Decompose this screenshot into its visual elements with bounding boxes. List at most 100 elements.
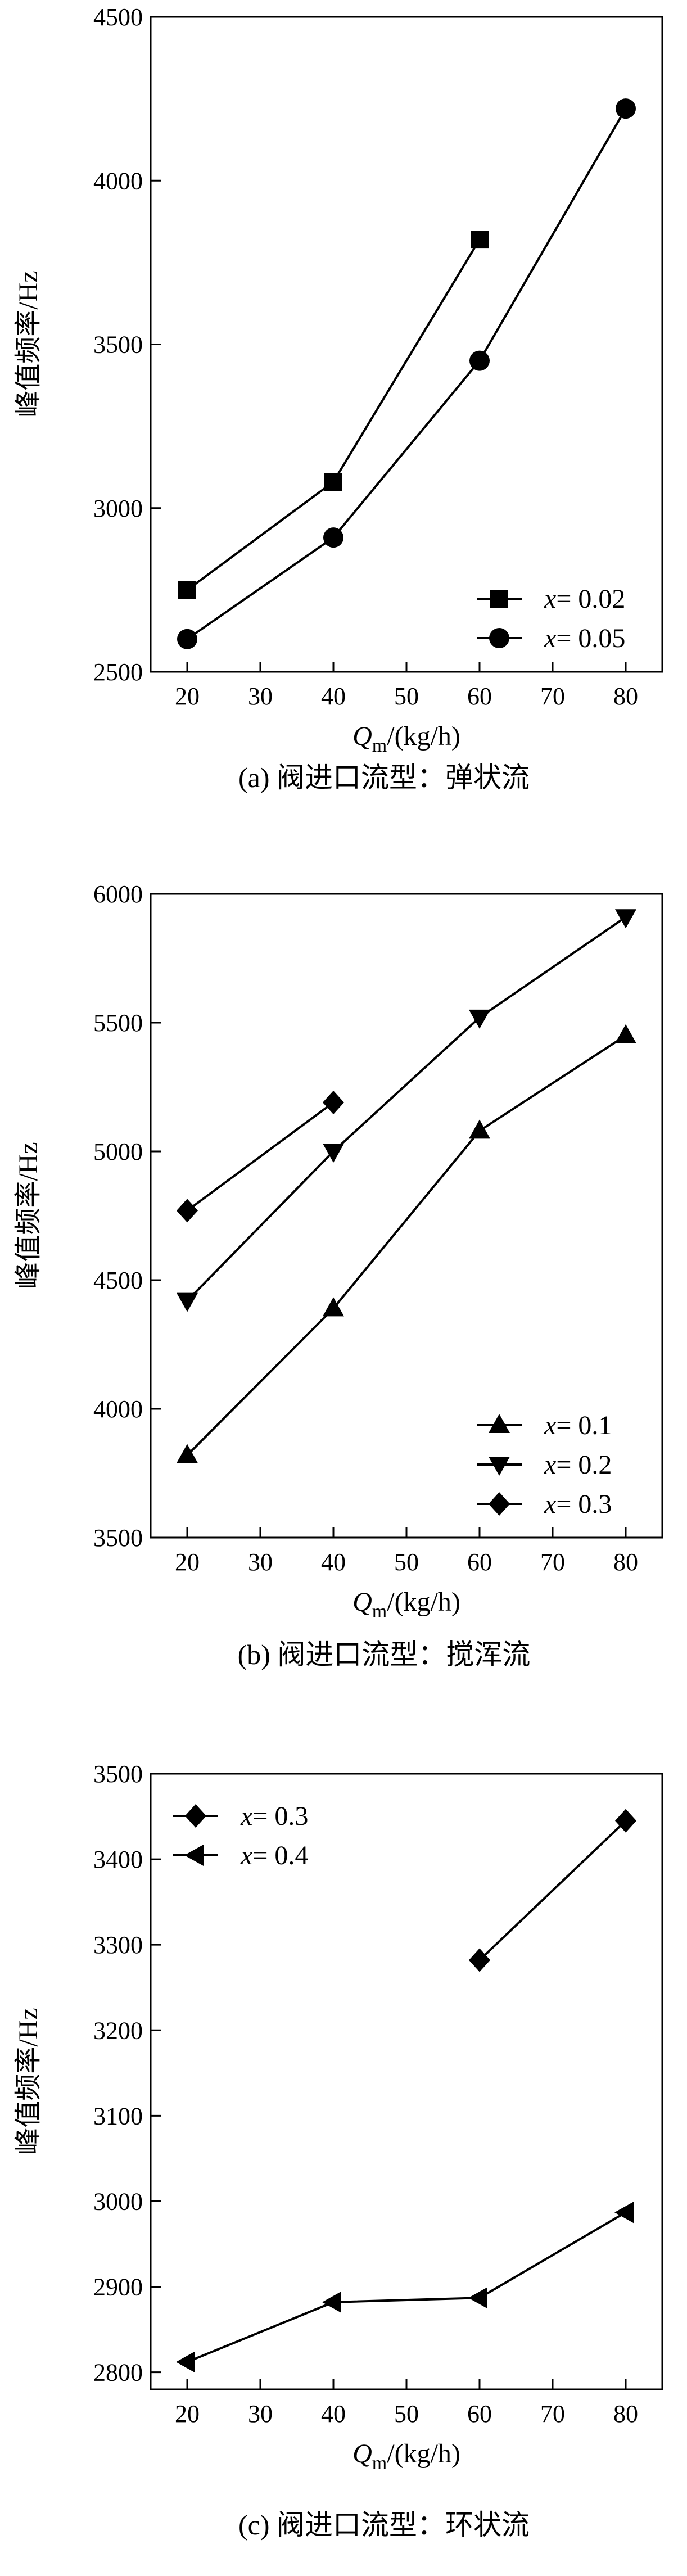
x-tick-label: 70 bbox=[540, 2400, 565, 2428]
x-tick-label: 80 bbox=[613, 1548, 638, 1576]
x-tick-label: 70 bbox=[540, 683, 565, 710]
data-point-2-1 bbox=[323, 1090, 344, 1114]
data-point-0-1 bbox=[324, 473, 342, 491]
legend-label-1: x= 0.05 bbox=[544, 623, 625, 653]
y-tick-label: 3500 bbox=[93, 1760, 143, 1788]
data-point-1-2 bbox=[468, 2287, 487, 2309]
legend-marker-0 bbox=[185, 1804, 206, 1828]
x-tick-label: 30 bbox=[248, 2400, 273, 2428]
legend-label-0: x= 0.02 bbox=[544, 584, 625, 614]
data-point-0-1 bbox=[615, 1809, 636, 1833]
data-point-0-2 bbox=[471, 231, 489, 249]
x-tick-label: 50 bbox=[394, 1548, 419, 1576]
data-point-0-0 bbox=[178, 581, 196, 599]
data-point-1-1 bbox=[323, 527, 344, 548]
legend-marker-1 bbox=[184, 1845, 204, 1866]
chart-panel-c: 20 30 40 50 60 70 80 2800 2900 3000 3100 3200 3300 34… bbox=[13, 1760, 663, 2541]
data-point-1-1 bbox=[323, 1144, 344, 1163]
data-point-0-0 bbox=[469, 1948, 490, 1972]
data-point-1-3 bbox=[614, 2202, 634, 2224]
figure-caption: (c) 阀进口流型：环状流 bbox=[238, 2509, 530, 2541]
legend-marker-2 bbox=[489, 1492, 510, 1516]
x-tick-label: 60 bbox=[467, 683, 492, 710]
legend-marker-1 bbox=[489, 1457, 510, 1476]
chart-panel-b: 20 30 40 50 60 70 80 3500 4000 4500 5000 5500 6000 Qm… bbox=[13, 880, 663, 1670]
x-tick-label: 60 bbox=[467, 1548, 492, 1576]
data-point-1-0 bbox=[176, 2351, 195, 2373]
y-axis-label: 峰值频率/Hz bbox=[13, 270, 43, 417]
x-tick-label: 50 bbox=[394, 2400, 419, 2428]
y-tick-label: 2900 bbox=[93, 2274, 143, 2301]
legend-label-1: x= 0.4 bbox=[240, 1841, 308, 1870]
y-tick-label: 5000 bbox=[93, 1138, 143, 1165]
data-point-1-3 bbox=[616, 98, 636, 119]
legend-marker-0 bbox=[489, 1414, 510, 1433]
y-tick-label: 5500 bbox=[93, 1009, 143, 1037]
data-point-1-0 bbox=[177, 1292, 198, 1312]
x-tick-label: 20 bbox=[175, 2400, 200, 2428]
x-tick-label: 30 bbox=[248, 683, 273, 710]
data-point-2-0 bbox=[177, 1199, 198, 1223]
data-point-1-2 bbox=[469, 350, 490, 371]
x-tick-label: 80 bbox=[613, 683, 638, 710]
chart-panel-a: 20 30 40 50 60 70 80 2500 3000 3500 4000 4500 Qm/(kg… bbox=[13, 3, 663, 793]
x-axis-label: Qm/(kg/h) bbox=[352, 721, 460, 756]
legend-marker-1 bbox=[489, 628, 509, 648]
series-line-2 bbox=[186, 1101, 335, 1212]
y-tick-label: 3500 bbox=[93, 331, 143, 359]
y-tick-label: 4000 bbox=[93, 167, 143, 195]
x-tick-label: 20 bbox=[175, 683, 200, 710]
legend-marker-0 bbox=[490, 590, 508, 608]
legend-label-0: x= 0.3 bbox=[240, 1801, 308, 1831]
y-tick-label: 3100 bbox=[93, 2102, 143, 2130]
x-tick-label: 40 bbox=[321, 1548, 346, 1576]
x-tick-label: 80 bbox=[613, 2400, 638, 2428]
x-axis-label: Qm/(kg/h) bbox=[352, 1587, 460, 1622]
legend-label-2: x= 0.3 bbox=[544, 1489, 612, 1519]
legend-label-1: x= 0.2 bbox=[544, 1450, 612, 1480]
x-tick-label: 30 bbox=[248, 1548, 273, 1576]
series-line-0 bbox=[478, 1820, 627, 1961]
y-tick-label: 4500 bbox=[93, 3, 143, 31]
series-line-0 bbox=[186, 1034, 627, 1456]
x-tick-label: 50 bbox=[394, 683, 419, 710]
legend-label-0: x= 0.1 bbox=[544, 1411, 612, 1440]
y-tick-label: 2500 bbox=[93, 658, 143, 686]
series-line-1 bbox=[187, 2211, 627, 2363]
data-point-1-3 bbox=[615, 909, 636, 929]
data-point-0-2 bbox=[469, 1119, 490, 1139]
y-tick-label: 6000 bbox=[93, 880, 143, 908]
y-tick-label: 4000 bbox=[93, 1395, 143, 1423]
data-point-0-3 bbox=[615, 1024, 636, 1043]
data-point-1-2 bbox=[469, 1009, 490, 1029]
data-point-0-0 bbox=[177, 1444, 198, 1463]
data-point-0-1 bbox=[323, 1297, 344, 1317]
y-axis-label: 峰值频率/Hz bbox=[13, 2008, 43, 2154]
y-tick-label: 3500 bbox=[93, 1524, 143, 1552]
series-line-1 bbox=[186, 916, 627, 1302]
plot-frame bbox=[150, 1773, 663, 2390]
figure-caption: (a) 阀进口流型：弹状流 bbox=[238, 762, 530, 793]
x-tick-label: 60 bbox=[467, 2400, 492, 2428]
x-tick-label: 20 bbox=[175, 1548, 200, 1576]
y-axis-label: 峰值频率/Hz bbox=[13, 1142, 43, 1289]
x-tick-label: 40 bbox=[321, 683, 346, 710]
figure-caption: (b) 阀进口流型：搅浑流 bbox=[238, 1639, 531, 1670]
y-tick-label: 3400 bbox=[93, 1846, 143, 1873]
series-line-1 bbox=[186, 108, 627, 640]
y-tick-label: 2800 bbox=[93, 2359, 143, 2387]
data-point-1-0 bbox=[177, 629, 197, 649]
plot-frame bbox=[150, 893, 663, 1539]
x-tick-label: 40 bbox=[321, 2400, 346, 2428]
plot-frame bbox=[150, 16, 663, 673]
data-point-1-1 bbox=[322, 2291, 341, 2313]
y-tick-label: 4500 bbox=[93, 1267, 143, 1294]
y-tick-label: 3200 bbox=[93, 2017, 143, 2044]
y-tick-label: 3300 bbox=[93, 1931, 143, 1959]
y-tick-label: 3000 bbox=[93, 495, 143, 522]
y-tick-label: 3000 bbox=[93, 2188, 143, 2215]
x-axis-label: Qm/(kg/h) bbox=[352, 2439, 460, 2474]
x-tick-label: 70 bbox=[540, 1548, 565, 1576]
